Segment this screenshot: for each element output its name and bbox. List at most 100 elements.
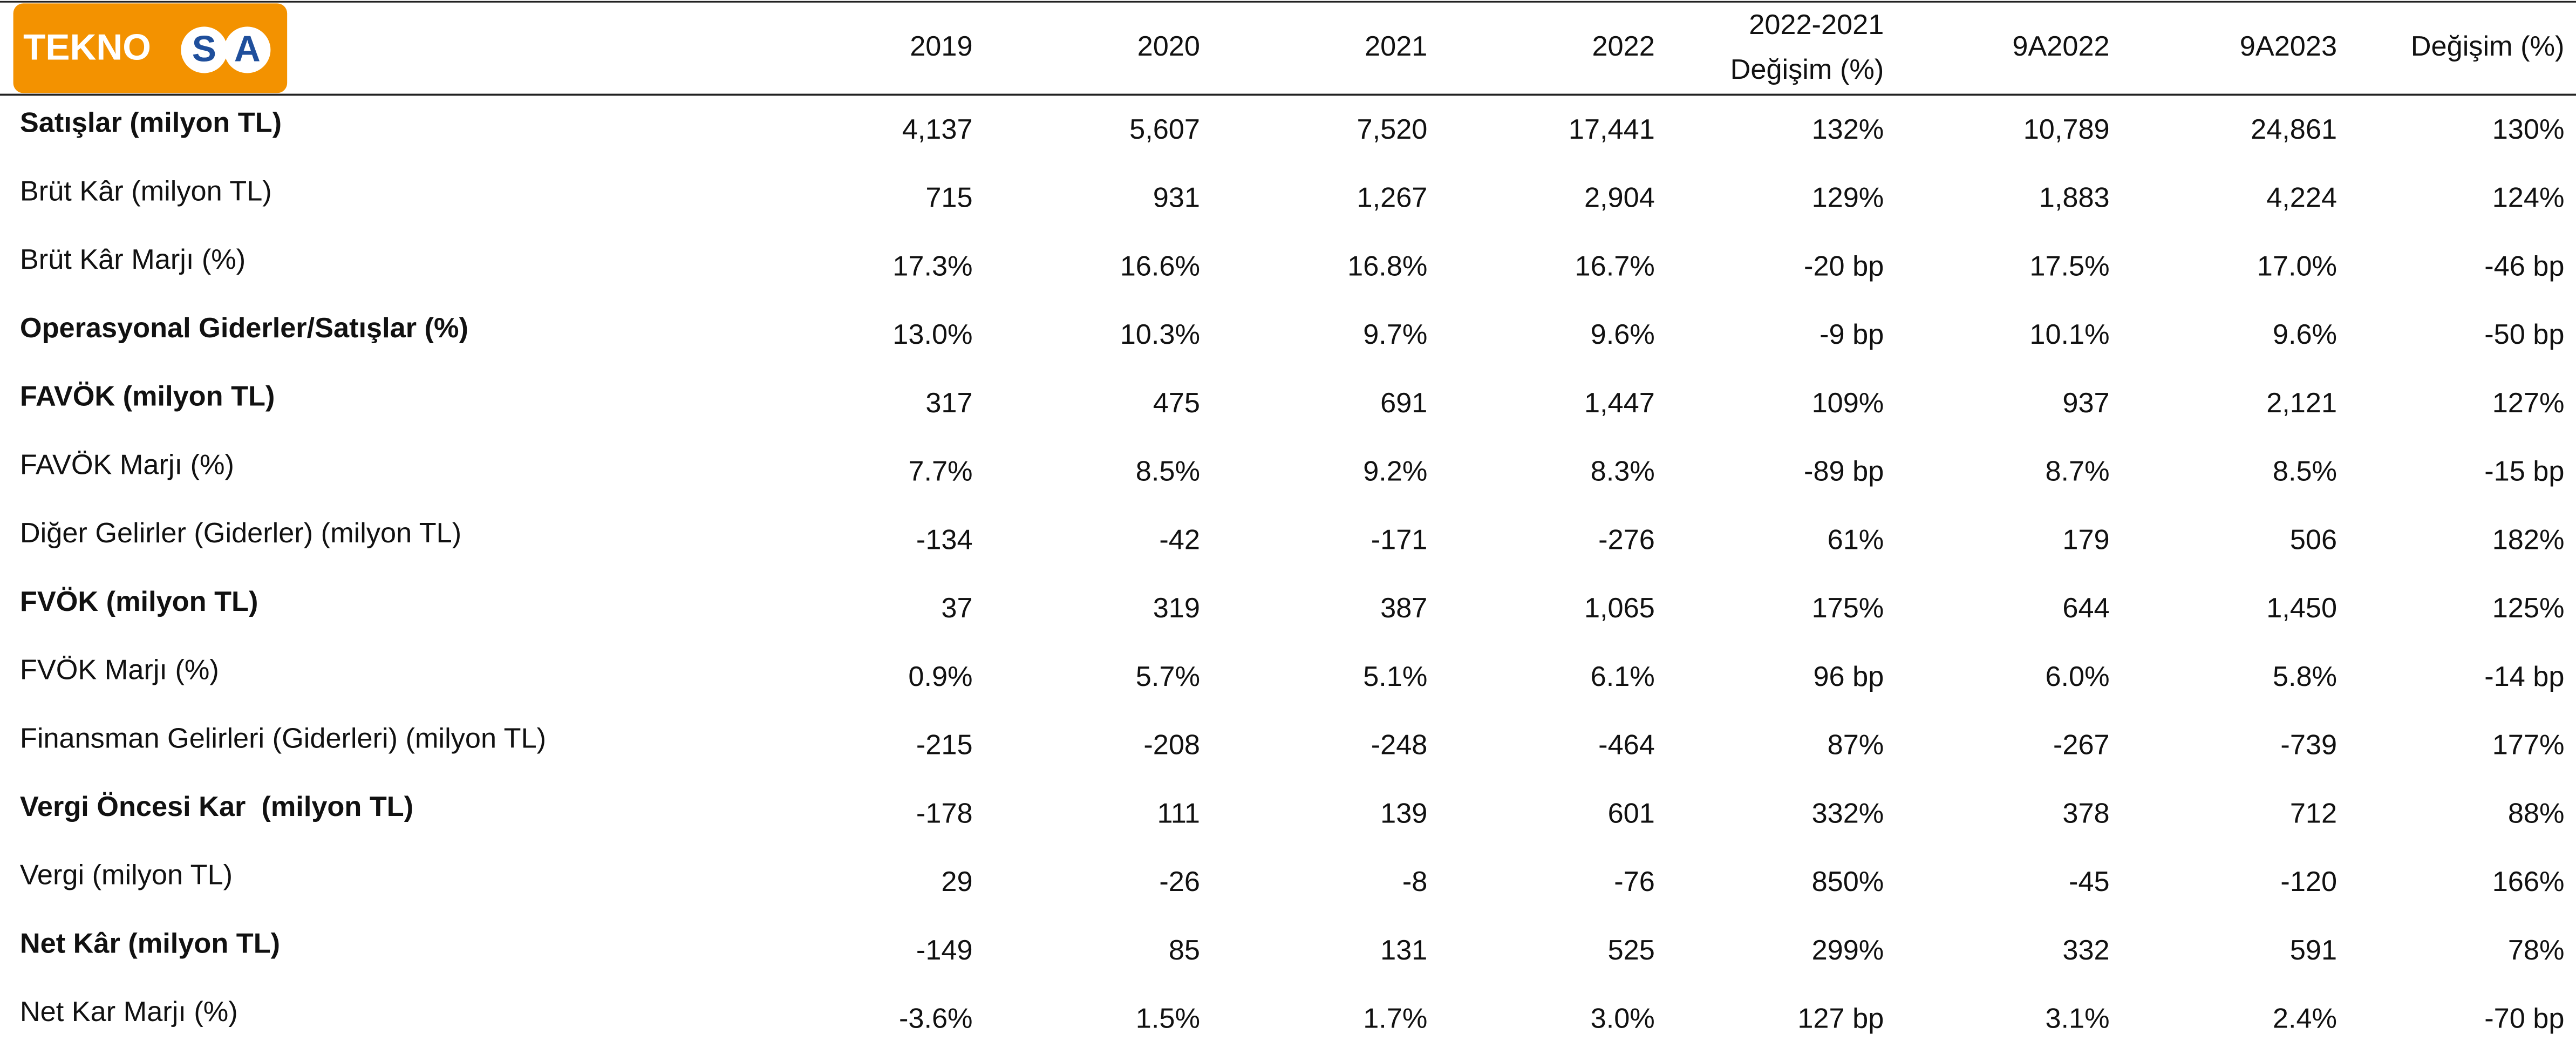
cell: -76 [1614, 866, 1655, 897]
cell: 109% [1812, 387, 1884, 419]
cell: 715 [925, 182, 972, 214]
cell: 2.4% [2273, 1003, 2337, 1035]
cell: -46 bp [2484, 250, 2564, 282]
cell: 8.5% [2273, 456, 2337, 487]
cell: 88% [2508, 798, 2565, 829]
row-label: FAVÖK (milyon TL) [20, 381, 275, 412]
cell: 0.9% [908, 661, 972, 692]
cell: 7.7% [908, 456, 972, 487]
cell: 85 [1169, 935, 1200, 966]
cell: 378 [2062, 798, 2109, 829]
cell: 24,861 [2251, 114, 2337, 145]
cell: 127% [2492, 387, 2565, 419]
cell: 9.6% [1591, 319, 1655, 350]
cell: 332 [2062, 935, 2109, 966]
cell: -171 [1371, 524, 1428, 555]
row-label: Diğer Gelirler (Giderler) (milyon TL) [20, 518, 461, 549]
cell: 111 [1157, 798, 1200, 829]
cell: -215 [916, 730, 973, 761]
row-label: Brüt Kâr Marjı (%) [20, 244, 246, 275]
cell: 9.2% [1363, 456, 1427, 487]
cell: 1.5% [1136, 1003, 1200, 1035]
cell: 1,267 [1357, 182, 1428, 214]
column-header: 9A2023 [2240, 31, 2337, 62]
logo-text: TEKNO [23, 27, 151, 67]
cell: 132% [1812, 114, 1884, 145]
column-header: 2021 [1365, 31, 1427, 62]
cell: 16.7% [1575, 250, 1655, 282]
cell: 17,441 [1569, 114, 1655, 145]
cell: 17.0% [2257, 250, 2337, 282]
cell: -267 [2053, 730, 2110, 761]
cell: -42 [1159, 524, 1200, 555]
cell: -20 bp [1804, 250, 1884, 282]
cell: 5.7% [1136, 661, 1200, 692]
column-header: 2022 [1592, 31, 1654, 62]
cell: 2,121 [2266, 387, 2337, 419]
row-label: Operasyonal Giderler/Satışlar (%) [20, 312, 468, 344]
cell: -276 [1598, 524, 1655, 555]
cell: 319 [1153, 593, 1200, 624]
cell: 16.6% [1120, 250, 1200, 282]
cell: 931 [1153, 182, 1200, 214]
cell: 850% [1812, 866, 1884, 897]
cell: 1,065 [1584, 593, 1655, 624]
cell: 17.3% [892, 250, 972, 282]
cell: 3.0% [1591, 1003, 1655, 1035]
cell: 299% [1812, 935, 1884, 966]
row-label: Brüt Kâr (milyon TL) [20, 175, 272, 207]
logo-circle [181, 26, 228, 73]
cell: 591 [2290, 935, 2337, 966]
logo-letter: S [192, 29, 216, 69]
cell: 9.7% [1363, 319, 1427, 350]
cell: -50 bp [2484, 319, 2564, 350]
cell: 525 [1608, 935, 1655, 966]
cell: 475 [1153, 387, 1200, 419]
cell: 3.1% [2045, 1003, 2109, 1035]
cell: 1,883 [2039, 182, 2110, 214]
cell: -208 [1143, 730, 1200, 761]
cell: 17.5% [2029, 250, 2109, 282]
cell: -739 [2280, 730, 2337, 761]
cell: -248 [1371, 730, 1428, 761]
cell: 691 [1380, 387, 1427, 419]
cell: 5.1% [1363, 661, 1427, 692]
cell: 177% [2492, 730, 2565, 761]
cell: 506 [2290, 524, 2337, 555]
cell: 387 [1380, 593, 1427, 624]
cell: 601 [1608, 798, 1655, 829]
cell: 9.6% [2273, 319, 2337, 350]
cell: 6.0% [2045, 661, 2109, 692]
cell: 175% [1812, 593, 1884, 624]
cell: 6.1% [1591, 661, 1655, 692]
cell: 712 [2290, 798, 2337, 829]
row-label: Net Kâr (milyon TL) [20, 928, 280, 959]
row-label: FVÖK Marjı (%) [20, 655, 219, 686]
cell: 13.0% [892, 319, 972, 350]
column-header: 2020 [1137, 31, 1200, 62]
cell: 1.7% [1363, 1003, 1427, 1035]
cell: 78% [2508, 935, 2565, 966]
cell: 139 [1380, 798, 1427, 829]
cell: 124% [2492, 182, 2565, 214]
cell: -149 [916, 935, 973, 966]
cell: 129% [1812, 182, 1884, 214]
cell: 131 [1380, 935, 1427, 966]
cell: 127 bp [1797, 1003, 1884, 1035]
row-label: Net Kar Marjı (%) [20, 996, 238, 1028]
cell: -26 [1159, 866, 1200, 897]
cell: 1,450 [2266, 593, 2337, 624]
cell: 2,904 [1584, 182, 1655, 214]
row-label: Vergi Öncesi Kar (milyon TL) [20, 791, 413, 822]
cell: 29 [941, 866, 972, 897]
cell: -8 [1402, 866, 1428, 897]
cell: 317 [925, 387, 972, 419]
logo-box [13, 3, 288, 93]
cell: 61% [1828, 524, 1884, 555]
cell: -15 bp [2484, 456, 2564, 487]
cell: -464 [1598, 730, 1655, 761]
cell: 16.8% [1347, 250, 1427, 282]
column-header: Değişim (%) [1730, 54, 1884, 85]
cell: -89 bp [1804, 456, 1884, 487]
